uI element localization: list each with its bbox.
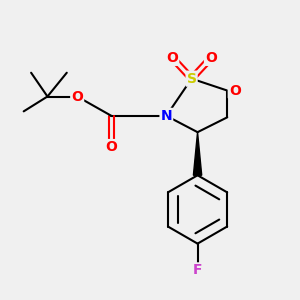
Text: F: F xyxy=(193,263,202,278)
Text: O: O xyxy=(229,84,241,98)
Text: O: O xyxy=(105,140,117,154)
Polygon shape xyxy=(194,132,202,175)
Text: N: N xyxy=(160,109,172,123)
Text: O: O xyxy=(167,51,178,65)
Text: O: O xyxy=(205,51,217,65)
Text: S: S xyxy=(187,72,196,86)
Text: O: O xyxy=(71,89,83,103)
